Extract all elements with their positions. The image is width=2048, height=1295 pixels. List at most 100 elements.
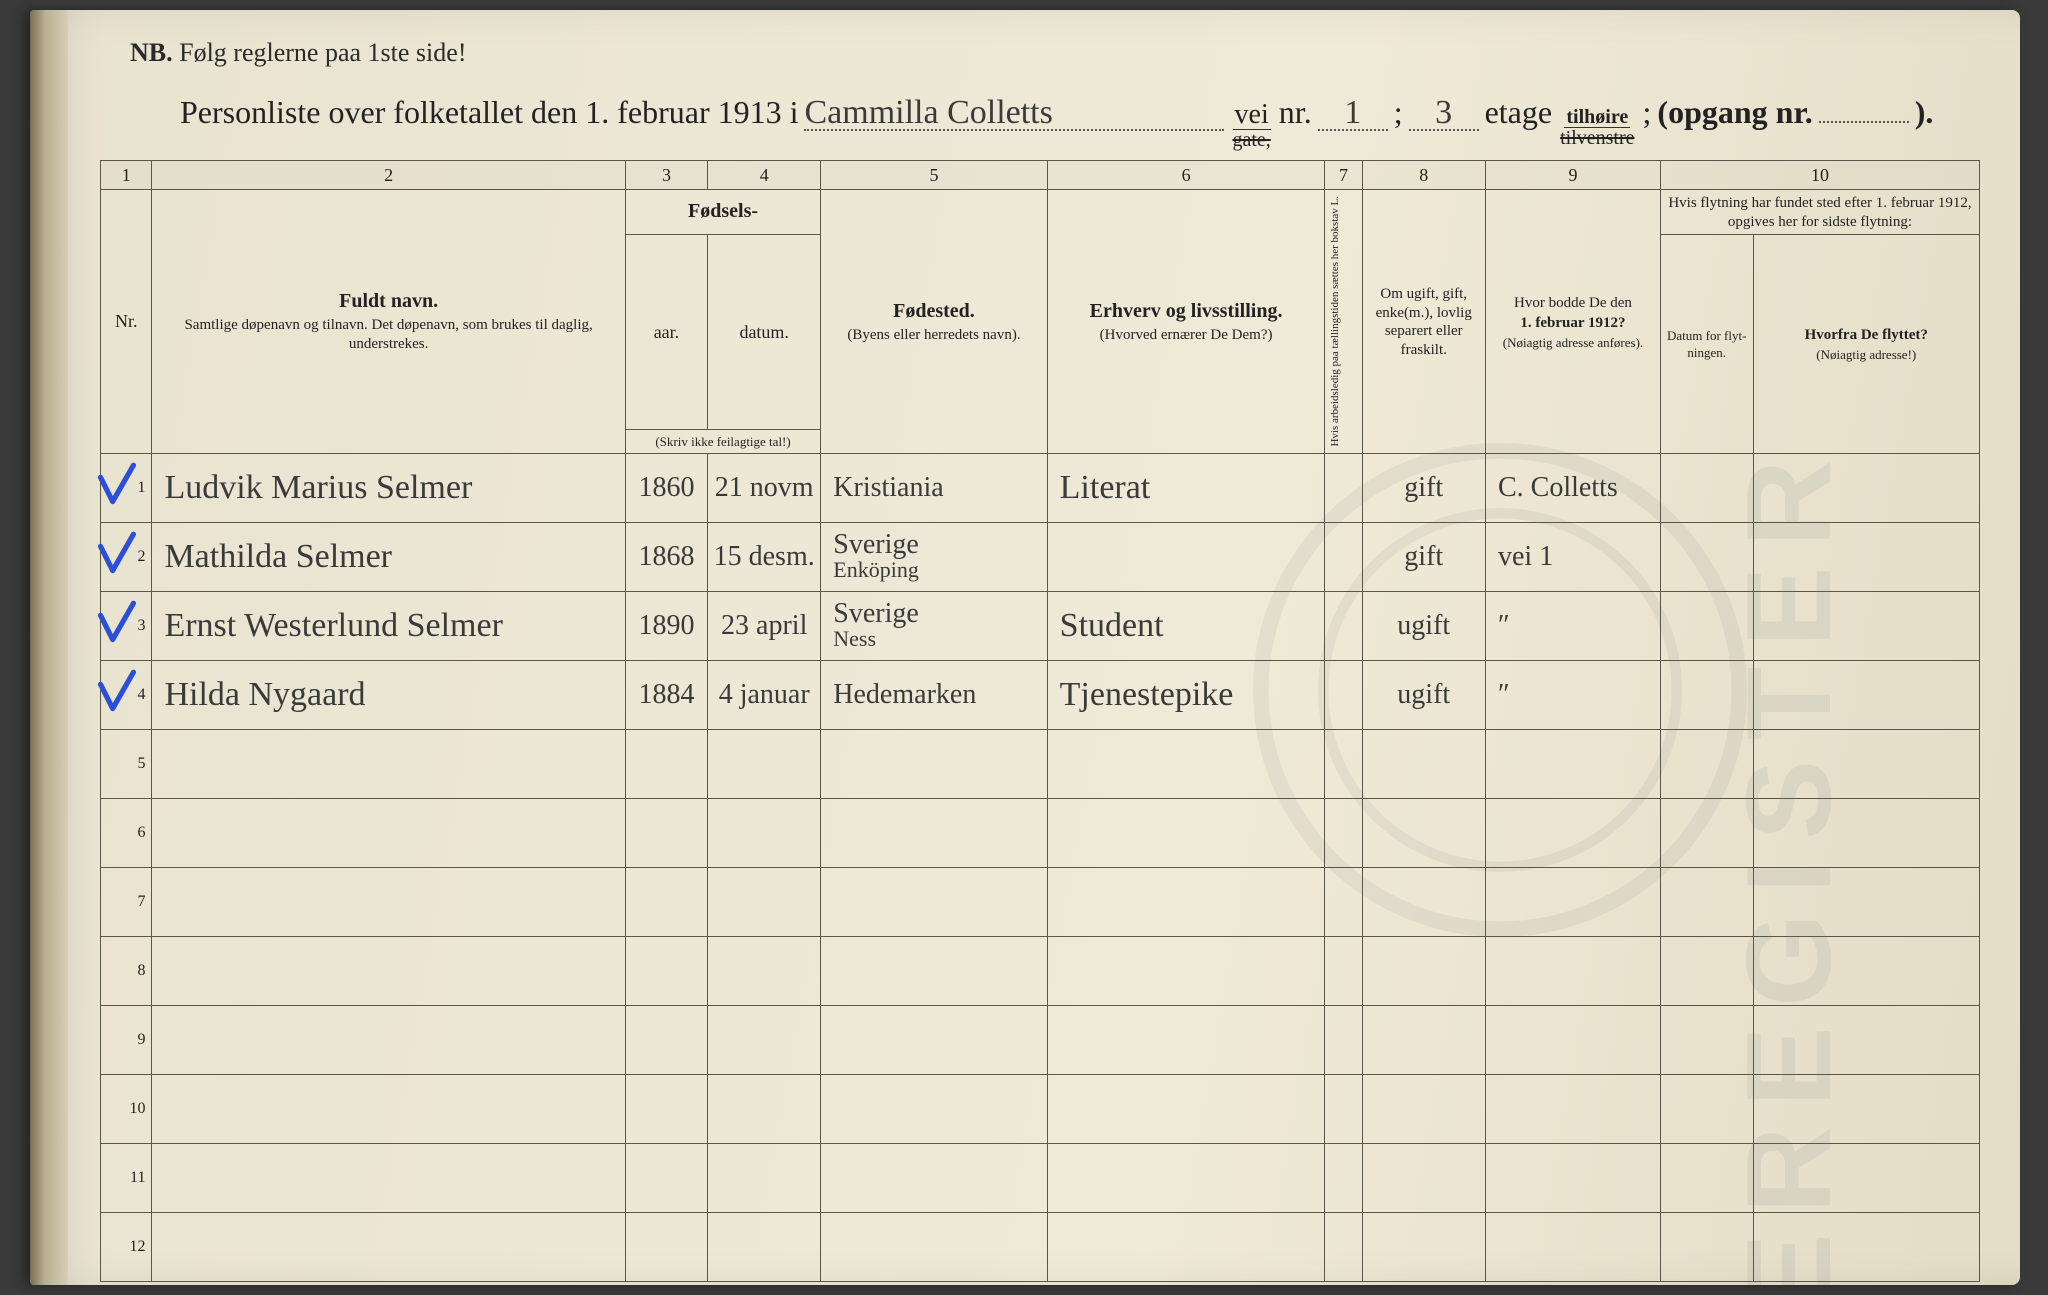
check-mark-icon	[95, 529, 139, 581]
table-row: 11	[101, 1143, 1980, 1212]
street-super: vei	[1233, 101, 1271, 130]
table-cell	[625, 867, 707, 936]
table-cell	[625, 798, 707, 867]
table-cell	[1753, 1005, 1979, 1074]
semicolon2: ;	[1643, 94, 1652, 131]
table-cell: 4	[101, 660, 152, 729]
table-cell	[1753, 867, 1979, 936]
side-top: tilhøire	[1564, 107, 1630, 128]
colnum-7: 7	[1325, 161, 1362, 190]
hdr-occupation: Erhverv og livsstilling. (Hvorved ernære…	[1047, 190, 1325, 454]
table-cell	[625, 936, 707, 1005]
title-prefix: Personliste over folketallet den 1. febr…	[180, 94, 798, 131]
table-cell: vei 1	[1485, 522, 1660, 591]
table-row: 2Mathilda Selmer186815 desm.SverigeEnköp…	[101, 522, 1980, 591]
table-cell	[1325, 453, 1362, 522]
title-closing: ).	[1915, 94, 1934, 131]
colnum-1: 1	[101, 161, 152, 190]
table-cell	[1753, 936, 1979, 1005]
etage-value: 3	[1435, 94, 1452, 131]
table-cell	[625, 1143, 707, 1212]
colnum-6: 6	[1047, 161, 1325, 190]
table-cell	[1362, 867, 1485, 936]
table-cell: 1860	[625, 453, 707, 522]
colnum-4: 4	[708, 161, 821, 190]
table-cell	[1485, 1005, 1660, 1074]
colnum-5: 5	[821, 161, 1047, 190]
table-cell	[708, 936, 821, 1005]
table-cell: gift	[1362, 453, 1485, 522]
table-cell: ″	[1485, 591, 1660, 660]
table-cell	[708, 1212, 821, 1281]
side-choice: tilhøire tilvenstre	[1558, 107, 1636, 148]
table-cell	[708, 1143, 821, 1212]
table-row: 5	[101, 729, 1980, 798]
table-cell: Student	[1047, 591, 1325, 660]
table-cell: Tjenestepike	[1047, 660, 1325, 729]
table-cell	[1753, 591, 1979, 660]
table-cell	[708, 798, 821, 867]
table-cell	[1362, 729, 1485, 798]
table-cell	[708, 729, 821, 798]
hdr-nr: Nr.	[101, 190, 152, 454]
table-cell	[1325, 798, 1362, 867]
hdr-addr1912: Hvor bodde De den 1. februar 1912? (Nøia…	[1485, 190, 1660, 454]
table-cell	[152, 867, 625, 936]
table-cell	[1362, 798, 1485, 867]
table-cell: 10	[101, 1074, 152, 1143]
table-cell	[1753, 1212, 1979, 1281]
table-cell: Hedemarken	[821, 660, 1047, 729]
table-cell	[625, 1005, 707, 1074]
table-cell	[1660, 867, 1753, 936]
census-table: 1 2 3 4 5 6 7 8 9 10 Nr. Fuldt navn. Sam…	[100, 160, 1980, 1282]
side-bottom: tilvenstre	[1558, 128, 1636, 148]
table-cell: 2	[101, 522, 152, 591]
census-title-line: Personliste over folketallet den 1. febr…	[180, 86, 1980, 150]
table-cell	[1753, 453, 1979, 522]
table-row: 8	[101, 936, 1980, 1005]
table-row: 1Ludvik Marius Selmer186021 novmKristian…	[101, 453, 1980, 522]
page-content: NB. Følg reglerne paa 1ste side! Personl…	[100, 30, 1980, 1255]
street-name-handwritten: Cammilla Colletts	[804, 94, 1052, 131]
table-cell: ugift	[1362, 591, 1485, 660]
table-cell: SverigeNess	[821, 591, 1047, 660]
table-cell	[821, 1005, 1047, 1074]
table-cell	[821, 798, 1047, 867]
table-cell: 4 januar	[708, 660, 821, 729]
table-cell	[1753, 798, 1979, 867]
table-cell	[708, 1074, 821, 1143]
book-binding	[30, 10, 68, 1285]
table-cell	[1325, 729, 1362, 798]
table-cell	[1485, 1212, 1660, 1281]
table-cell: 23 april	[708, 591, 821, 660]
table-cell: 6	[101, 798, 152, 867]
table-cell	[1325, 867, 1362, 936]
table-cell: 9	[101, 1005, 152, 1074]
table-cell	[821, 936, 1047, 1005]
table-cell	[1325, 591, 1362, 660]
colnum-3: 3	[625, 161, 707, 190]
nb-instruction: NB. Følg reglerne paa 1ste side!	[130, 38, 1980, 68]
table-cell	[1753, 1143, 1979, 1212]
table-cell: 11	[101, 1143, 152, 1212]
check-mark-icon	[95, 667, 139, 719]
table-cell: Ernst Westerlund Selmer	[152, 591, 625, 660]
table-cell	[1325, 522, 1362, 591]
table-cell: SverigeEnköping	[821, 522, 1047, 591]
table-cell	[1753, 729, 1979, 798]
table-cell: Kristiania	[821, 453, 1047, 522]
table-cell	[152, 936, 625, 1005]
hdr-name: Fuldt navn. Samtlige døpenavn og tilnavn…	[152, 190, 625, 454]
table-cell: C. Colletts	[1485, 453, 1660, 522]
table-cell	[1660, 1212, 1753, 1281]
table-cell	[821, 729, 1047, 798]
table-cell	[1047, 936, 1325, 1005]
table-row: 12	[101, 1212, 1980, 1281]
table-cell	[1660, 1143, 1753, 1212]
table-cell	[821, 1074, 1047, 1143]
table-cell: ugift	[1362, 660, 1485, 729]
table-cell	[1325, 936, 1362, 1005]
colnum-2: 2	[152, 161, 625, 190]
table-cell	[1362, 1143, 1485, 1212]
table-cell	[821, 1212, 1047, 1281]
